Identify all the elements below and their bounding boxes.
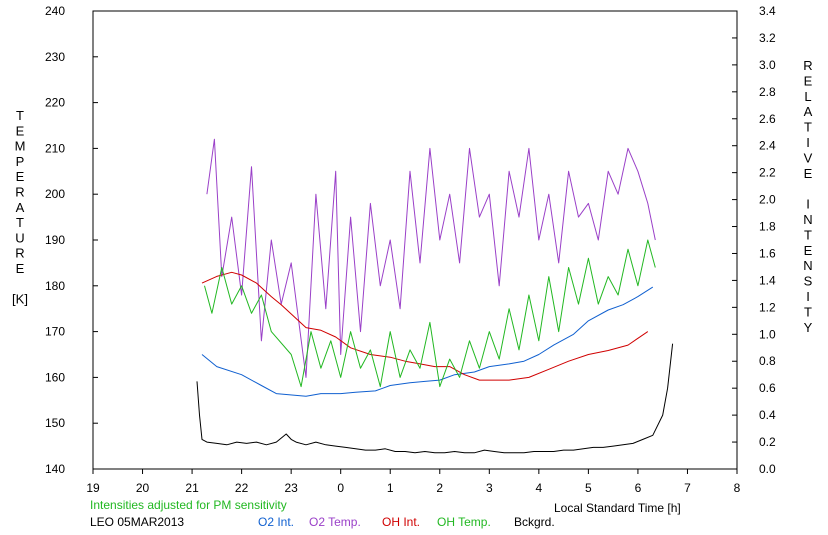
- y-right-label-letter: I: [806, 197, 810, 212]
- series-line-o2-temp: [206, 138, 656, 378]
- y-left-tick-label: 230: [45, 50, 65, 64]
- y-right-label-letter: S: [804, 274, 813, 289]
- y-right-tick-label: 2.6: [759, 112, 776, 126]
- x-tick-label: 20: [136, 481, 150, 495]
- y-right-label-letter: T: [804, 227, 812, 242]
- x-tick-label: 2: [436, 481, 443, 495]
- legend-oh-int: OH Int.: [382, 515, 420, 529]
- legend-o2-int: O2 Int.: [258, 515, 294, 529]
- y-right-label-letter: N: [803, 212, 812, 227]
- y-right-tick-label: 0.2: [759, 435, 776, 449]
- y-right-label-letter: T: [804, 120, 812, 135]
- y-right-tick-label: 3.4: [759, 4, 776, 18]
- axes-layer: 1401501601701801902002102202302400.00.20…: [12, 4, 813, 495]
- y-right-tick-label: 1.2: [759, 300, 776, 314]
- y-right-tick-label: 2.8: [759, 85, 776, 99]
- x-tick-label: 0: [337, 481, 344, 495]
- y-right-label-letter: T: [804, 304, 812, 319]
- y-right-tick-label: 0.0: [759, 462, 776, 476]
- y-right-label-letter: R: [803, 58, 812, 73]
- y-right-label-letter: Y: [804, 320, 813, 335]
- y-right-tick-label: 0.4: [759, 408, 776, 422]
- x-axis-label: Local Standard Time [h]: [554, 501, 681, 515]
- y-left-tick-label: 200: [45, 187, 65, 201]
- y-right-tick-label: 1.8: [759, 220, 776, 234]
- x-tick-label: 23: [284, 481, 298, 495]
- y-right-tick-label: 1.0: [759, 327, 776, 341]
- y-left-tick-label: 220: [45, 96, 65, 110]
- x-tick-label: 6: [635, 481, 642, 495]
- y-left-label-letter: E: [16, 169, 25, 184]
- y-right-label-letter: E: [804, 166, 813, 181]
- y-left-tick-label: 190: [45, 233, 65, 247]
- y-right-tick-label: 2.2: [759, 166, 776, 180]
- x-tick-label: 7: [684, 481, 691, 495]
- y-right-tick-label: 1.4: [759, 273, 776, 287]
- x-tick-label: 5: [585, 481, 592, 495]
- y-left-label-letter: [K]: [12, 292, 28, 307]
- y-right-label-letter: L: [804, 89, 811, 104]
- y-left-label-letter: E: [16, 261, 25, 276]
- y-right-label-letter: V: [804, 150, 813, 165]
- y-left-tick-label: 160: [45, 370, 65, 384]
- y-right-label-letter: E: [804, 243, 813, 258]
- station-label: LEO 05MAR2013: [90, 515, 184, 529]
- legend-o2-temp: O2 Temp.: [309, 515, 361, 529]
- x-tick-label: 19: [86, 481, 100, 495]
- series-layer: [196, 138, 674, 454]
- y-left-tick-label: 240: [45, 4, 65, 18]
- y-right-tick-label: 0.6: [759, 381, 776, 395]
- y-right-label-letter: A: [804, 104, 813, 119]
- note-label: Intensities adjusted for PM sensitivity: [90, 498, 287, 512]
- x-tick-label: 4: [536, 481, 543, 495]
- x-tick-label: 21: [185, 481, 199, 495]
- y-left-tick-label: 210: [45, 141, 65, 155]
- x-tick-label: 22: [235, 481, 249, 495]
- y-left-label-letter: A: [16, 200, 25, 215]
- y-left-label-letter: E: [16, 123, 25, 138]
- y-left-label-letter: T: [16, 215, 24, 230]
- y-left-tick-label: 180: [45, 279, 65, 293]
- y-right-label-letter: I: [806, 135, 810, 150]
- series-line-oh-temp: [204, 239, 656, 388]
- y-left-label-letter: U: [15, 230, 24, 245]
- y-left-tick-label: 150: [45, 416, 65, 430]
- y-left-label-letter: P: [16, 154, 25, 169]
- legend: O2 Int. O2 Temp. OH Int. OH Temp. Bckgrd…: [258, 515, 555, 529]
- legend-bckgrd: Bckgrd.: [514, 515, 555, 529]
- y-left-tick-label: 140: [45, 462, 65, 476]
- x-tick-label: 1: [387, 481, 394, 495]
- y-right-tick-label: 0.8: [759, 354, 776, 368]
- y-left-label-letter: M: [15, 139, 26, 154]
- y-right-tick-label: 2.0: [759, 193, 776, 207]
- x-tick-label: 8: [734, 481, 741, 495]
- y-left-tick-label: 170: [45, 325, 65, 339]
- series-line-oh-int: [201, 271, 649, 381]
- y-right-label-letter: N: [803, 258, 812, 273]
- legend-oh-temp: OH Temp.: [437, 515, 491, 529]
- series-line-o2-int: [201, 286, 654, 397]
- series-line-bckgrd: [196, 343, 674, 454]
- y-left-label-letter: R: [15, 246, 24, 261]
- y-right-label-letter: I: [806, 289, 810, 304]
- y-right-label-letter: E: [804, 73, 813, 88]
- y-right-tick-label: 3.0: [759, 58, 776, 72]
- y-right-tick-label: 1.6: [759, 246, 776, 260]
- y-right-tick-label: 3.2: [759, 31, 776, 45]
- y-left-label-letter: T: [16, 108, 24, 123]
- y-left-label-letter: R: [15, 185, 24, 200]
- x-tick-label: 3: [486, 481, 493, 495]
- y-right-tick-label: 2.4: [759, 139, 776, 153]
